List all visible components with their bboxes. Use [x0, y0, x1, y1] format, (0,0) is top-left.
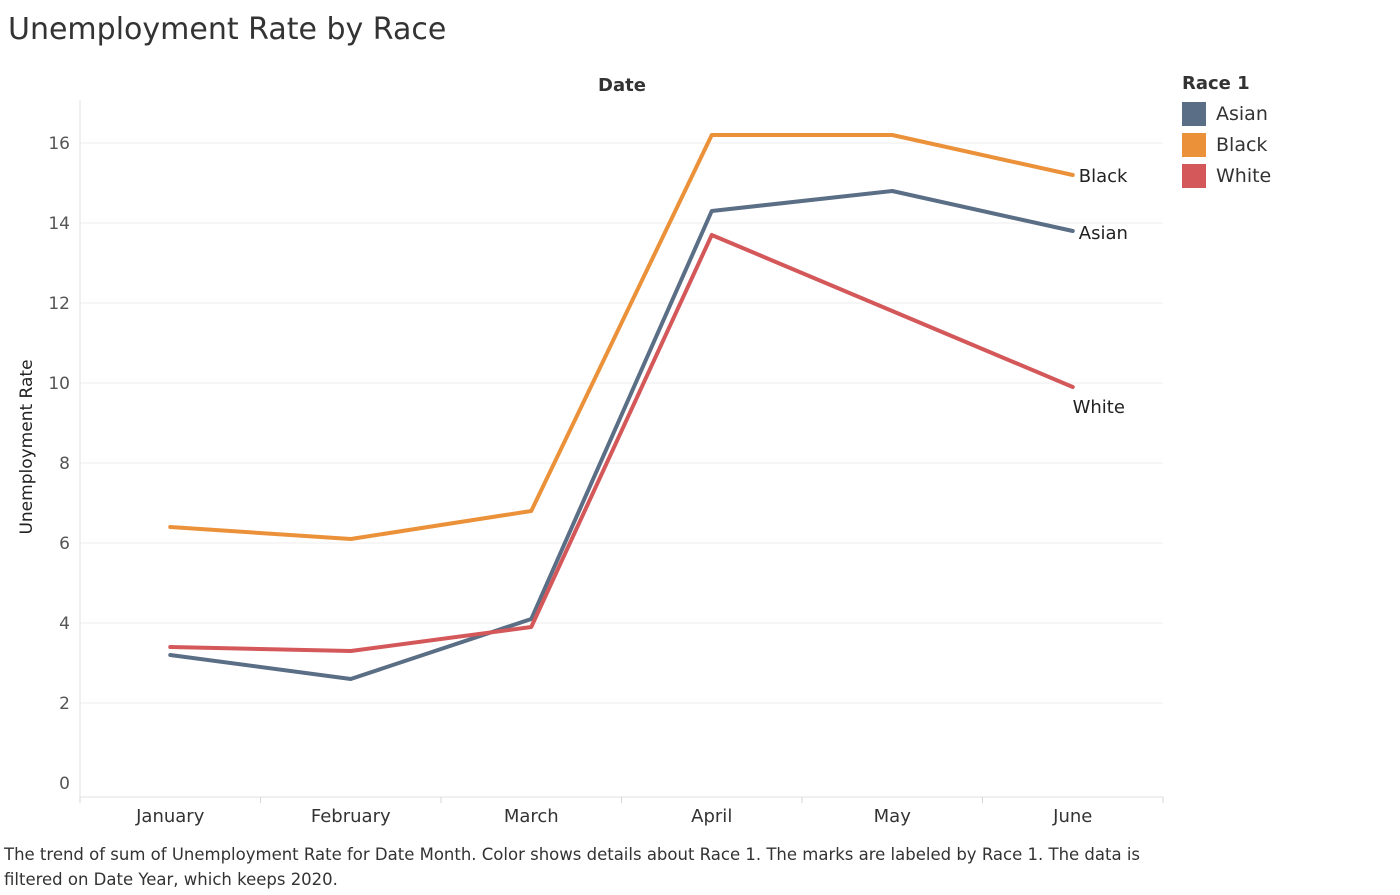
legend-title: Race 1	[1182, 73, 1250, 94]
y-tick-label: 0	[59, 774, 70, 794]
column-header-date: Date	[598, 75, 646, 96]
chart-title: Unemployment Rate by Race	[8, 12, 447, 47]
x-tick-label-june: June	[1052, 806, 1092, 827]
y-axis-label: Unemployment Rate	[17, 359, 37, 534]
x-tick-label-may: May	[874, 806, 912, 827]
y-tick-label: 4	[59, 614, 70, 634]
y-tick-label: 6	[59, 534, 70, 554]
y-tick-label: 12	[48, 294, 70, 314]
legend-label: White	[1216, 164, 1272, 187]
y-tick-label: 8	[59, 454, 70, 474]
legend-item-white[interactable]: White	[1182, 160, 1271, 191]
x-tick-label-april: April	[691, 806, 732, 827]
y-tick-label: 10	[48, 374, 70, 394]
axes: 0 2 4 6 8 10 12 14 16 January February March April Ma…	[48, 100, 1164, 827]
legend-label: Asian	[1216, 102, 1268, 125]
end-label-black: Black	[1079, 166, 1128, 187]
series-lines	[168, 133, 1075, 681]
end-label-asian: Asian	[1079, 223, 1128, 244]
x-tick-label-march: March	[504, 806, 559, 827]
legend-item-black[interactable]: Black	[1182, 129, 1271, 160]
caption: The trend of sum of Unemployment Rate fo…	[4, 845, 1141, 889]
end-labels: Asian Black White	[1073, 166, 1128, 418]
series-line-white	[168, 233, 1075, 653]
x-tick-label-february: February	[311, 806, 391, 827]
series-line-asian	[168, 189, 1075, 681]
legend-swatch	[1182, 101, 1206, 126]
legend-swatch	[1182, 132, 1206, 157]
y-tick-label: 16	[48, 134, 70, 154]
end-label-white: White	[1073, 397, 1125, 418]
y-tick-label: 14	[48, 214, 70, 234]
legend-label: Black	[1216, 133, 1268, 156]
series-line-black	[168, 133, 1075, 541]
legend-item-asian[interactable]: Asian	[1182, 98, 1271, 129]
legend: Race 1 Asian Black White	[1182, 70, 1271, 191]
x-tick-label-january: January	[135, 806, 205, 827]
legend-swatch	[1182, 163, 1206, 188]
gridlines	[80, 142, 1163, 704]
y-tick-label: 2	[59, 694, 70, 714]
